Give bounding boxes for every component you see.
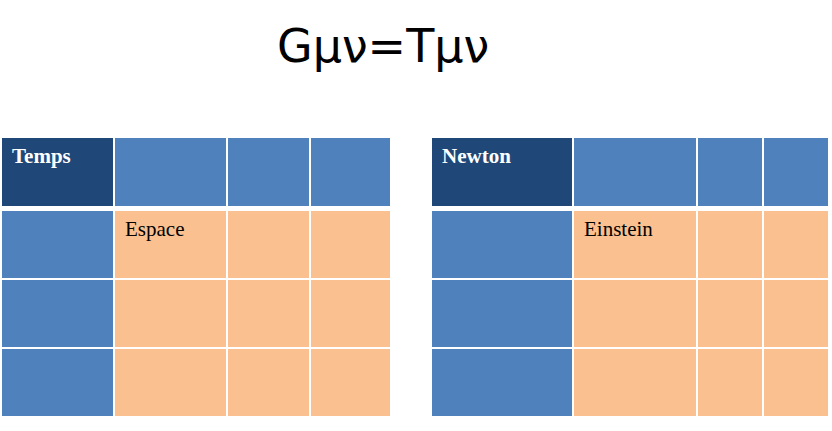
table-cell — [698, 280, 762, 347]
table-cell — [228, 280, 309, 347]
table-cell — [311, 138, 390, 206]
table-cell — [2, 280, 113, 347]
table-cell — [574, 280, 696, 347]
table-cell — [574, 138, 696, 206]
table-header-row: Newton — [432, 138, 828, 206]
table-cell-espace: Espace — [115, 211, 226, 278]
table-newton-einstein: Newton Einstein — [432, 138, 828, 416]
slide-title: Gμν=Tμν — [277, 23, 489, 69]
table-cell — [115, 138, 226, 206]
table-cell — [574, 349, 696, 416]
table-cell — [311, 349, 390, 416]
table-cell-temps: Temps — [2, 138, 113, 206]
table-cell — [311, 211, 390, 278]
table-cell — [228, 138, 309, 206]
table-cell — [228, 349, 309, 416]
table-body: Espace — [2, 211, 390, 416]
table-cell — [115, 280, 226, 347]
table-cell — [432, 211, 572, 278]
table-cell — [764, 211, 828, 278]
table-cell — [764, 349, 828, 416]
table-cell — [115, 349, 226, 416]
table-cell — [311, 280, 390, 347]
table-header-row: Temps — [2, 138, 390, 206]
table-cell — [2, 349, 113, 416]
table-cell — [432, 349, 572, 416]
table-cell-einstein: Einstein — [574, 211, 696, 278]
table-body: Einstein — [432, 211, 828, 416]
table-temps-espace: Temps Espace — [2, 138, 390, 416]
table-cell — [432, 280, 572, 347]
table-cell — [698, 211, 762, 278]
table-cell — [764, 280, 828, 347]
table-cell — [764, 138, 828, 206]
table-cell — [698, 138, 762, 206]
table-cell — [698, 349, 762, 416]
table-cell — [228, 211, 309, 278]
table-cell-newton: Newton — [432, 138, 572, 206]
table-cell — [2, 211, 113, 278]
